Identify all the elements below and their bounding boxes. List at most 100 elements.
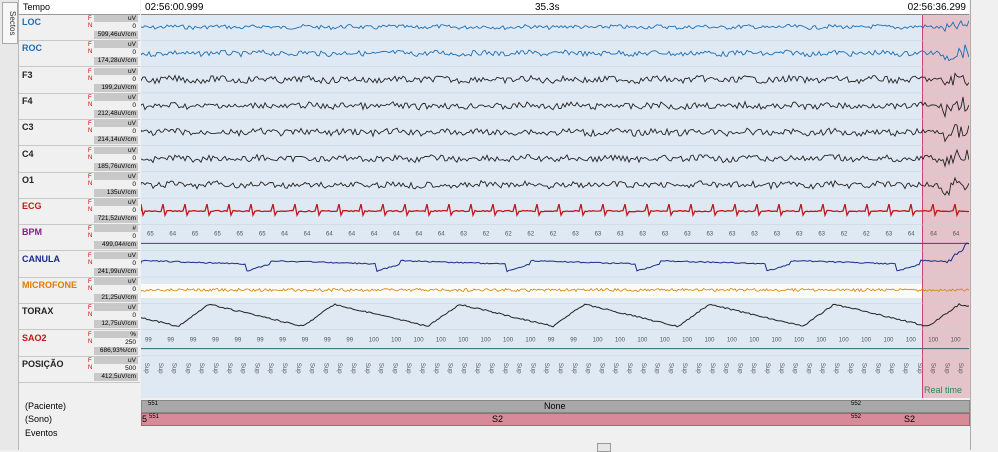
sao2-value: 99: [235, 338, 242, 344]
trace-microfone: [141, 287, 969, 293]
trace-loc: [141, 19, 969, 33]
bpm-value: 62: [505, 231, 512, 237]
position-value: Sup: [405, 363, 411, 374]
paciente-bar[interactable]: 551 None 552: [141, 400, 970, 413]
position-value: Sup: [322, 363, 328, 374]
sao2-value: 99: [257, 338, 264, 344]
flag-f: F: [88, 305, 92, 312]
flag-f: F: [88, 331, 92, 338]
position-value: Sup: [391, 363, 397, 374]
time-start: 02:56:00.999: [145, 2, 204, 13]
channel-scale: 499,04#/cm: [94, 241, 138, 250]
channel-scale: 412,5uV/cm: [94, 372, 138, 381]
sono-label: (Sono): [25, 414, 53, 424]
position-value: Sup: [571, 363, 577, 374]
bpm-value: 64: [930, 231, 937, 237]
sono-track[interactable]: (Sono) 5 551 S2 552 S2: [19, 412, 970, 426]
position-value: Sup: [612, 363, 618, 374]
sao2-value: 100: [458, 338, 469, 344]
flag-n: N: [88, 180, 93, 187]
bpm-value: 62: [863, 231, 870, 237]
channel-name: TORAX: [22, 306, 54, 317]
channel-unit: uV: [94, 278, 138, 285]
channel-row[interactable]: SAO2 F N% 250 686,93%/cm: [19, 330, 140, 357]
bpm-value: 63: [818, 231, 825, 237]
position-value: Sup: [543, 363, 549, 374]
position-value: Sup: [433, 363, 439, 374]
channel-zero: 0: [132, 233, 136, 241]
position-value: Sup: [585, 363, 591, 374]
sao2-value: 100: [928, 338, 939, 344]
side-panel-tab[interactable]: Sectos: [0, 0, 19, 450]
paciente-code-left: 551: [148, 401, 159, 407]
channel-unit: uV: [94, 172, 138, 180]
position-value: Sup: [281, 363, 287, 374]
position-value: Sup: [640, 363, 646, 374]
sao2-value: 100: [637, 338, 648, 344]
channel-zero: 250: [125, 338, 136, 346]
bpm-value: 63: [595, 231, 602, 237]
eventos-track[interactable]: Eventos: [19, 426, 970, 439]
bpm-value: 62: [527, 231, 534, 237]
side-panel-tab-label[interactable]: Sectos: [2, 2, 18, 44]
position-value: Sup: [805, 363, 811, 374]
position-value: Sup: [598, 363, 604, 374]
sao2-value: 100: [593, 338, 604, 344]
channel-scale: 12,75uV/cm: [94, 320, 138, 329]
bpm-value: 63: [639, 231, 646, 237]
channel-name: ROC: [22, 43, 42, 54]
bpm-value: 64: [169, 231, 176, 237]
channel-scale: 721,52uV/cm: [94, 215, 138, 224]
paciente-track[interactable]: (Paciente) 551 None 552: [19, 399, 970, 413]
sao2-value: 100: [951, 338, 962, 344]
position-value: Sup: [654, 363, 660, 374]
bpm-value: 63: [706, 231, 713, 237]
flag-f: F: [88, 200, 92, 207]
position-value: Sup: [861, 363, 867, 374]
position-value: Sup: [447, 363, 453, 374]
flag-n: N: [88, 286, 93, 292]
flag-n: N: [88, 312, 93, 319]
channel-unit: uV: [94, 251, 138, 259]
bpm-value: 64: [416, 231, 423, 237]
bpm-value: 62: [483, 231, 490, 237]
position-value: Sup: [750, 363, 756, 374]
channel-row[interactable]: BPM F N #0 499,04#/cm: [19, 224, 140, 252]
bpm-value: 63: [684, 231, 691, 237]
flag-f: F: [88, 226, 92, 233]
flag-f: F: [88, 94, 92, 101]
trace-canula: [141, 242, 969, 273]
signal-plot-area[interactable]: 65 64 65 65 65 65 64 64 64 64 64 64 64 64 63 62 62 62 62 63…: [141, 0, 970, 398]
channel-name: O1: [22, 174, 35, 185]
bpm-value: 63: [460, 231, 467, 237]
horizontal-scroll-thumb[interactable]: [597, 443, 611, 452]
time-bar: 02:56:00.999 35.3s 02:56:36.299: [141, 0, 969, 15]
sono-bar[interactable]: 5 551 S2 552 S2: [141, 413, 970, 426]
tempo-header: Tempo: [19, 0, 140, 15]
position-value: Sup: [364, 363, 370, 374]
flag-f: F: [88, 357, 92, 364]
bpm-value: 63: [774, 231, 781, 237]
channel-unit: uV: [94, 199, 138, 207]
channel-unit: #: [94, 225, 138, 233]
position-value: Sup: [460, 363, 466, 374]
microfone-band: [141, 284, 922, 298]
